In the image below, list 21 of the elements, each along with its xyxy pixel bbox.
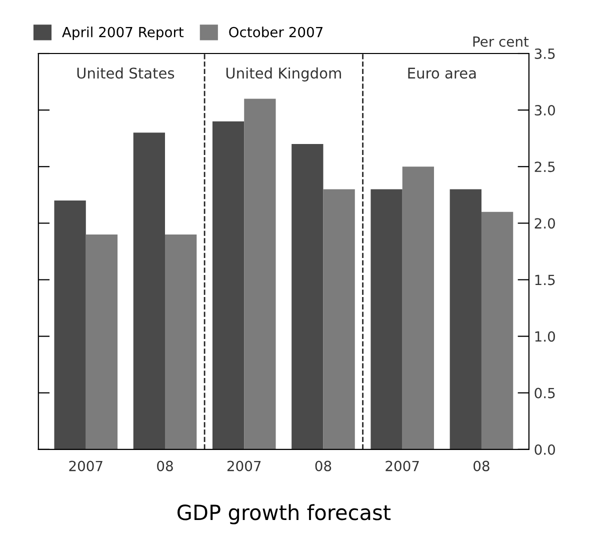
- annotation: United States: [77, 67, 174, 79]
- y-tick-label: 1.0: [535, 331, 555, 342]
- y-tick-label: 0.5: [534, 388, 555, 398]
- y-tick-label: 3.0: [534, 105, 555, 116]
- x-tick-label: 2007: [227, 460, 261, 472]
- y-tick-label: 1.5: [535, 274, 555, 286]
- y-tick-label: 3.5: [534, 48, 555, 59]
- annotation: Euro area: [408, 68, 476, 79]
- y-tick-label: 2.5: [534, 162, 555, 172]
- text: GDP growth forecast: [177, 504, 391, 524]
- y-axis-title: Per cent: [473, 36, 529, 47]
- x-tick-label: 08: [157, 460, 173, 472]
- annotation: United Kingdom: [226, 67, 341, 82]
- x-tick-label: 2007: [386, 460, 419, 472]
- x-tick-label: 08: [474, 460, 490, 472]
- legend-label: April 2007 Report: [62, 26, 184, 40]
- y-tick-label: 0.0: [534, 444, 555, 455]
- y-tick-label: 2.0: [534, 218, 555, 229]
- legend-label: October 2007: [229, 26, 322, 38]
- x-tick-label: 2007: [69, 460, 102, 472]
- x-tick-label: 08: [315, 460, 332, 472]
